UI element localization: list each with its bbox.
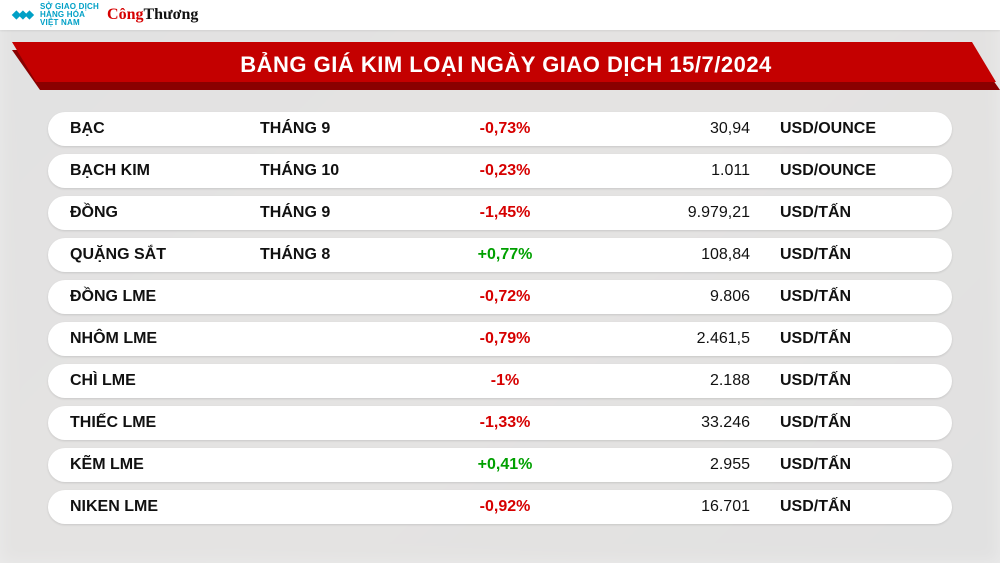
exchange-logo: SỞ GIAO DỊCH HÀNG HÓA VIỆT NAM xyxy=(8,3,99,27)
table-row: KẼM LME +0,41%2.955USD/TẤN xyxy=(48,448,952,482)
table-row: THIẾC LME -1,33%33.246USD/TẤN xyxy=(48,406,952,440)
exchange-line3: VIỆT NAM xyxy=(40,19,99,27)
title-banner: BẢNG GIÁ KIM LOẠI NGÀY GIAO DỊCH 15/7/20… xyxy=(12,42,1000,90)
brand-cong: Công xyxy=(107,6,143,23)
commodity-name: NHÔM LME xyxy=(70,330,260,348)
price-value: 2.461,5 xyxy=(590,330,780,348)
table-row: BẠCH KIMTHÁNG 10-0,23%1.011USD/OUNCE xyxy=(48,154,952,188)
table-row: NIKEN LME -0,92%16.701USD/TẤN xyxy=(48,490,952,524)
percent-change: -1,33% xyxy=(420,414,590,432)
percent-change: -0,72% xyxy=(420,288,590,306)
table-row: ĐỒNGTHÁNG 9-1,45%9.979,21USD/TẤN xyxy=(48,196,952,230)
table-row: NHÔM LME -0,79%2.461,5USD/TẤN xyxy=(48,322,952,356)
contract-month: THÁNG 9 xyxy=(260,204,420,222)
percent-change: +0,41% xyxy=(420,456,590,474)
price-unit: USD/TẤN xyxy=(780,498,930,516)
percent-change: -0,79% xyxy=(420,330,590,348)
commodity-name: KẼM LME xyxy=(70,456,260,474)
price-value: 30,94 xyxy=(590,120,780,138)
price-unit: USD/TẤN xyxy=(780,330,930,348)
price-unit: USD/TẤN xyxy=(780,288,930,306)
percent-change: -0,92% xyxy=(420,498,590,516)
price-table: BẠCTHÁNG 9-0,73%30,94USD/OUNCEBẠCH KIMTH… xyxy=(48,112,952,532)
price-value: 1.011 xyxy=(590,162,780,180)
commodity-name: NIKEN LME xyxy=(70,498,260,516)
header-bar: SỞ GIAO DỊCH HÀNG HÓA VIỆT NAM CôngThươn… xyxy=(0,0,1000,30)
commodity-name: ĐỒNG xyxy=(70,204,260,222)
page-title: BẢNG GIÁ KIM LOẠI NGÀY GIAO DỊCH 15/7/20… xyxy=(12,42,1000,90)
table-row: QUẶNG SẮTTHÁNG 8+0,77%108,84USD/TẤN xyxy=(48,238,952,272)
price-unit: USD/OUNCE xyxy=(780,120,930,138)
commodity-name: ĐỒNG LME xyxy=(70,288,260,306)
price-value: 2.188 xyxy=(590,372,780,390)
price-value: 33.246 xyxy=(590,414,780,432)
percent-change: -0,23% xyxy=(420,162,590,180)
commodity-name: BẠCH KIM xyxy=(70,162,260,180)
price-value: 108,84 xyxy=(590,246,780,264)
contract-month: THÁNG 8 xyxy=(260,246,420,264)
percent-change: +0,77% xyxy=(420,246,590,264)
price-unit: USD/TẤN xyxy=(780,414,930,432)
percent-change: -1,45% xyxy=(420,204,590,222)
price-value: 9.979,21 xyxy=(590,204,780,222)
price-unit: USD/TẤN xyxy=(780,246,930,264)
price-unit: USD/TẤN xyxy=(780,204,930,222)
commodity-name: THIẾC LME xyxy=(70,414,260,432)
percent-change: -0,73% xyxy=(420,120,590,138)
price-value: 9.806 xyxy=(590,288,780,306)
commodity-name: CHÌ LME xyxy=(70,372,260,390)
price-unit: USD/TẤN xyxy=(780,456,930,474)
price-value: 16.701 xyxy=(590,498,780,516)
brand-thuong: Thương xyxy=(143,6,198,23)
table-row: BẠCTHÁNG 9-0,73%30,94USD/OUNCE xyxy=(48,112,952,146)
percent-change: -1% xyxy=(420,372,590,390)
contract-month: THÁNG 10 xyxy=(260,162,420,180)
commodity-name: BẠC xyxy=(70,120,260,138)
congthuong-logo: CôngThương xyxy=(107,6,198,24)
exchange-logo-icon xyxy=(8,7,36,23)
price-unit: USD/OUNCE xyxy=(780,162,930,180)
table-row: CHÌ LME -1%2.188USD/TẤN xyxy=(48,364,952,398)
table-row: ĐỒNG LME -0,72%9.806USD/TẤN xyxy=(48,280,952,314)
contract-month: THÁNG 9 xyxy=(260,120,420,138)
price-unit: USD/TẤN xyxy=(780,372,930,390)
commodity-name: QUẶNG SẮT xyxy=(70,246,260,264)
price-value: 2.955 xyxy=(590,456,780,474)
